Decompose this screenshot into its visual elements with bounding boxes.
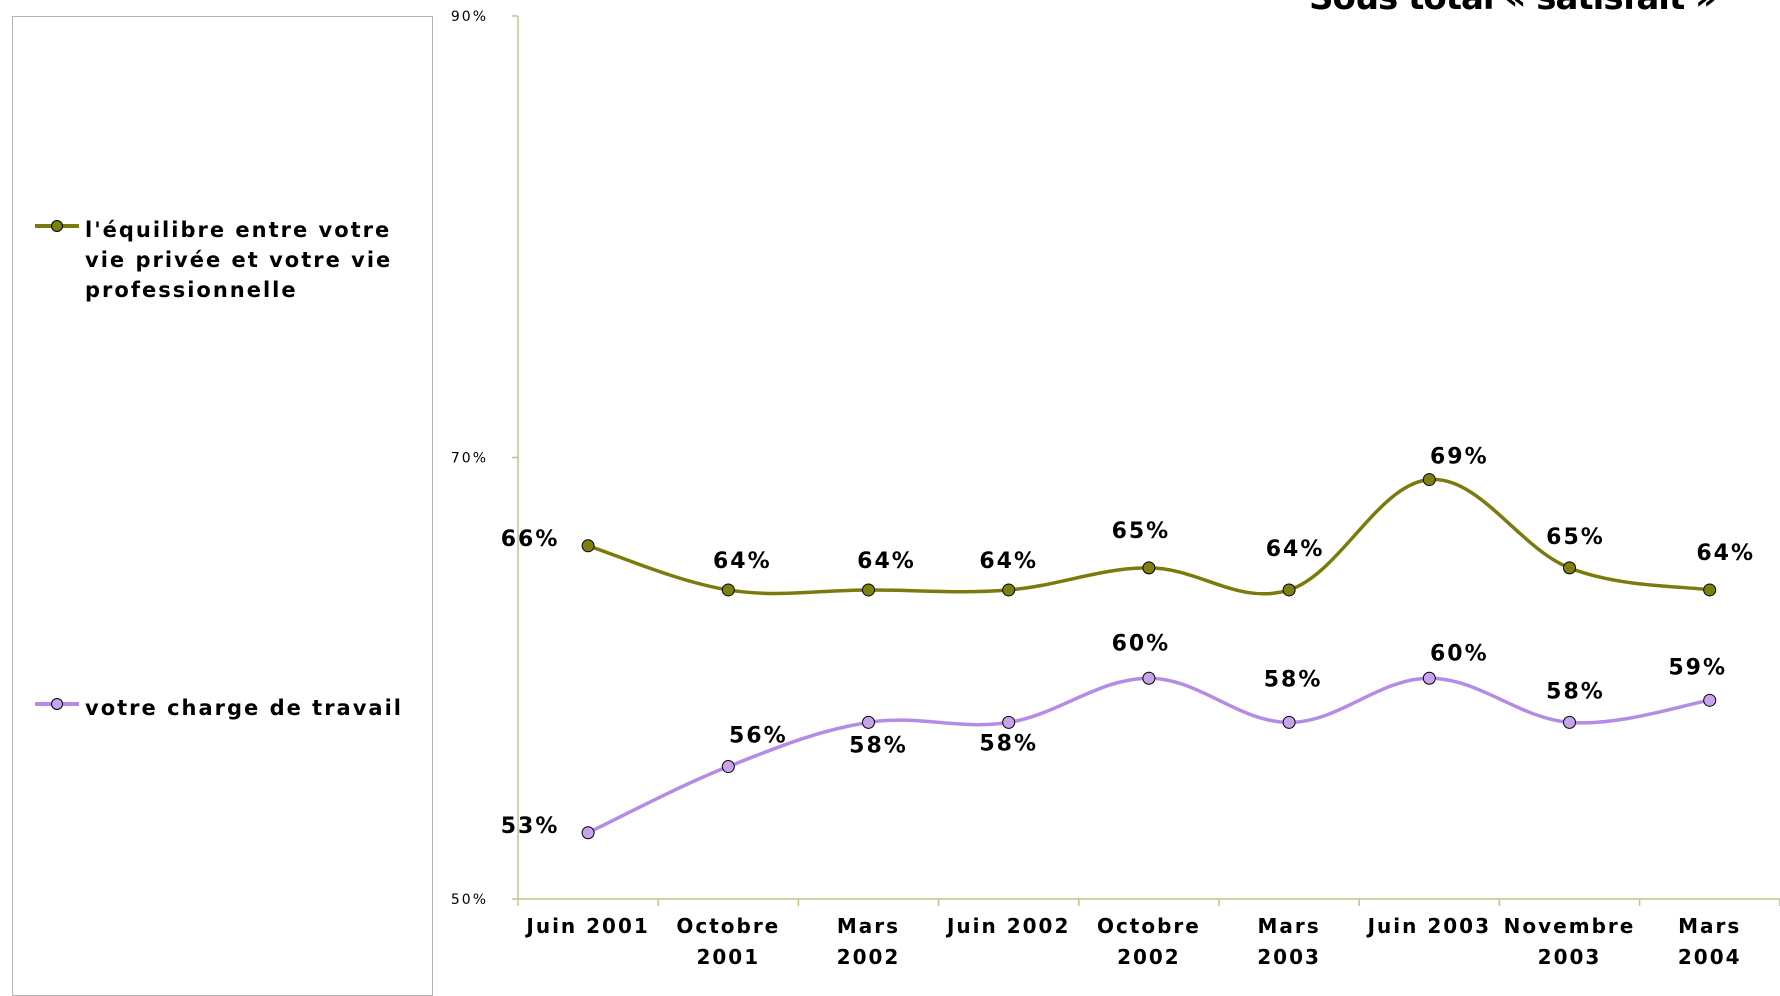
data-label-equilibre: 64% — [857, 549, 916, 574]
series-line-charge — [587, 676, 1710, 835]
legend-label-charge: votre charge de travail — [85, 696, 403, 720]
data-point-equilibre — [1422, 473, 1436, 487]
data-label-equilibre: 65% — [1546, 525, 1605, 550]
data-point-equilibre — [1282, 583, 1296, 597]
data-label-charge: 58% — [979, 731, 1038, 756]
legend-item-equilibre: l'équilibre entre votre vie privée et vo… — [33, 215, 405, 305]
data-label-equilibre: 64% — [979, 549, 1038, 574]
data-label-equilibre: 65% — [1112, 519, 1171, 544]
data-label-charge: 58% — [1546, 679, 1605, 704]
data-label-charge: 60% — [1112, 631, 1171, 656]
data-point-equilibre — [862, 583, 875, 597]
data-point-equilibre — [1563, 561, 1576, 575]
data-label-equilibre: 69% — [1430, 445, 1489, 470]
data-point-charge — [1563, 715, 1576, 729]
data-label-equilibre: 66% — [501, 527, 560, 552]
x-tick-label: Juin 2002 — [945, 914, 1070, 938]
data-label-charge: 59% — [1668, 655, 1727, 680]
y-tick-label: 90% — [451, 9, 488, 25]
x-tick-label: Octobre 2002 — [1097, 914, 1201, 969]
data-point-charge — [1422, 671, 1436, 685]
data-point-equilibre — [1142, 561, 1156, 575]
x-tick-label: Mars 2004 — [1678, 914, 1742, 969]
line-chart: 50% 70% 90% Juin 2001 Octobre 2001 Mars 2002 Jui… — [451, 9, 1780, 969]
data-point-charge — [1282, 715, 1296, 729]
series-line-equilibre — [587, 477, 1710, 596]
legend-label-equilibre: l'équilibre entre votre vie privée et vo… — [85, 218, 393, 302]
legend: l'équilibre entre votre vie privée et vo… — [12, 16, 433, 996]
data-point-charge — [1142, 671, 1156, 685]
x-tick-label: Juin 2001 — [524, 914, 649, 938]
data-label-charge: 53% — [501, 814, 560, 839]
data-point-equilibre — [1002, 583, 1016, 597]
data-point-equilibre — [1703, 583, 1717, 597]
data-label-charge: 58% — [849, 733, 908, 758]
data-point-charge — [862, 715, 875, 729]
x-tick-label: Juin 2003 — [1366, 914, 1491, 938]
x-tick-label: Mars 2003 — [1257, 914, 1321, 969]
legend-swatch-charge — [35, 698, 79, 710]
data-label-equilibre: 64% — [713, 549, 772, 574]
data-label-equilibre: 64% — [1266, 537, 1325, 562]
y-tick-label: 50% — [451, 892, 488, 908]
data-point-equilibre — [721, 583, 735, 597]
data-label-charge: 56% — [729, 724, 788, 749]
chart-title: Sous total « satisfait » — [1309, 0, 1717, 18]
data-point-charge — [581, 826, 595, 840]
x-tick-label: Mars 2002 — [837, 914, 901, 969]
data-point-charge — [1703, 693, 1717, 707]
data-point-equilibre — [581, 539, 595, 553]
data-label-charge: 60% — [1430, 641, 1489, 666]
data-point-charge — [721, 760, 735, 774]
data-point-charge — [1002, 715, 1016, 729]
legend-item-charge: votre charge de travail — [33, 693, 405, 723]
data-label-equilibre: 64% — [1696, 541, 1755, 566]
legend-swatch-equilibre — [35, 220, 79, 232]
y-tick-label: 70% — [451, 451, 488, 467]
x-tick-label: Octobre 2001 — [676, 914, 780, 969]
x-tick-label: Novembre 2003 — [1504, 914, 1636, 969]
data-label-charge: 58% — [1264, 667, 1323, 692]
